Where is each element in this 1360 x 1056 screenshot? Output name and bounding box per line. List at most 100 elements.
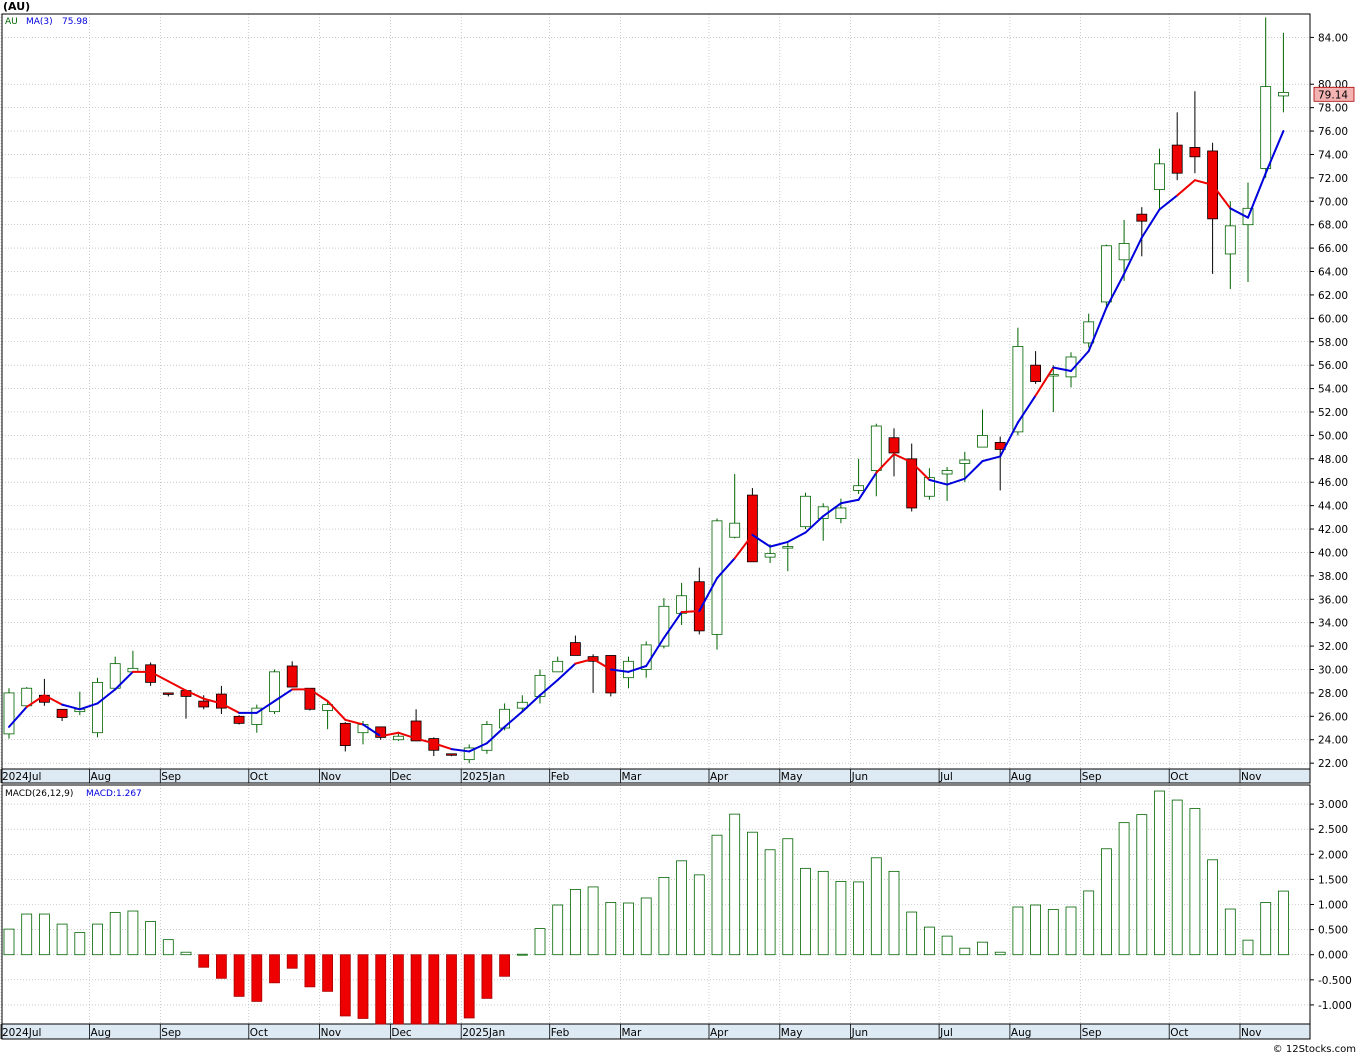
candle-up xyxy=(3,692,15,735)
price-legend-ma-value: 75.98 xyxy=(62,17,88,27)
ma3-line-segment xyxy=(397,731,418,740)
ma3-line-segment xyxy=(645,636,665,667)
ma3-line-segment xyxy=(379,731,400,738)
ma3-line-segment xyxy=(1070,350,1090,373)
macd-bar-positive xyxy=(162,939,174,956)
y-tick-label: 0.000 xyxy=(1318,950,1348,962)
macd-bar-positive xyxy=(1101,848,1112,956)
ma3-line-segment xyxy=(8,705,28,728)
x-axis-month-label: Aug xyxy=(91,1027,112,1039)
macd-bar-positive xyxy=(605,902,617,956)
x-axis-month-label: Oct xyxy=(1170,771,1188,783)
y-tick-label: 84.00 xyxy=(1318,32,1348,44)
macd-bar-positive xyxy=(747,831,758,956)
macd-bar-positive xyxy=(1207,859,1218,956)
panel-border xyxy=(1,784,1311,1040)
x-axis-strip xyxy=(2,1024,1310,1039)
ma3-line-segment xyxy=(432,742,453,751)
macd-bar-positive xyxy=(570,889,581,956)
candle-down xyxy=(1189,147,1201,158)
ma3-line-segment xyxy=(308,688,329,703)
candle-down xyxy=(906,458,918,509)
ma3-line-segment xyxy=(468,742,488,753)
x-axis-month-label: Jul xyxy=(939,771,953,783)
y-tick-label: 38.00 xyxy=(1318,571,1348,583)
y-tick-label: 70.00 xyxy=(1318,196,1348,208)
macd-bar-positive xyxy=(941,935,953,956)
ma3-line-segment xyxy=(804,515,825,534)
candle-up xyxy=(21,687,33,707)
x-axis-month-label: Aug xyxy=(91,771,112,783)
candle-up xyxy=(1065,356,1077,378)
macd-bar-negative xyxy=(233,954,245,997)
macd-legend-title: MACD(26,12,9) xyxy=(5,789,73,799)
candle-down xyxy=(446,753,457,756)
y-tick-label: 1.000 xyxy=(1318,900,1348,912)
y-tick-label: 64.00 xyxy=(1318,267,1348,279)
y-tick-label: 74.00 xyxy=(1318,149,1348,161)
ma3-line-segment xyxy=(344,718,364,726)
ma3-line-segment xyxy=(114,670,134,691)
x-axis-month-label: May xyxy=(781,1027,803,1039)
macd-bar-positive xyxy=(552,904,564,956)
ma3-line-segment xyxy=(1176,179,1196,197)
macd-bar-positive xyxy=(817,870,829,956)
candle-up xyxy=(1083,321,1095,344)
x-axis-month-label: Apr xyxy=(710,1027,729,1039)
y-tick-label: 0.500 xyxy=(1318,925,1348,937)
candle-up xyxy=(463,747,475,761)
candle-down xyxy=(605,655,617,694)
last-price-tag xyxy=(1313,86,1355,102)
ma3-line-segment xyxy=(627,664,648,673)
x-axis-month-label: Feb xyxy=(551,771,570,783)
x-axis-month-label: Sep xyxy=(1082,771,1102,783)
ma3-line-segment xyxy=(1229,207,1249,219)
macd-bar-positive xyxy=(1189,808,1201,956)
ma3-line-segment xyxy=(751,533,772,548)
ma3-line-segment xyxy=(185,689,205,700)
ma3-line-segment xyxy=(733,533,754,560)
macd-bar-negative xyxy=(463,954,475,1019)
macd-bar-negative xyxy=(251,954,263,1002)
candle-down xyxy=(233,715,245,724)
price-panel: 22.00 24.00 26.00 28.00 30.00 32.00 34.00 36.00… xyxy=(0,13,1355,784)
ma3-line-segment xyxy=(1247,172,1267,219)
candle-down xyxy=(198,700,210,708)
candle-up xyxy=(835,507,847,519)
macd-bar-positive xyxy=(1136,814,1148,956)
y-tick-label: 66.00 xyxy=(1318,243,1348,255)
candle-down xyxy=(747,494,758,563)
macd-bar-negative xyxy=(322,954,334,992)
y-tick-label: 50.00 xyxy=(1318,430,1348,442)
x-axis-month-label: Mar xyxy=(622,771,642,783)
macd-bar-negative xyxy=(198,954,210,968)
y-tick-label: 1.500 xyxy=(1318,874,1348,886)
candle-up xyxy=(1012,346,1024,433)
y-tick-label: 60.00 xyxy=(1318,313,1348,325)
candle-up xyxy=(941,470,953,475)
x-axis-month-label: Oct xyxy=(250,1027,268,1039)
macd-bar-positive xyxy=(1012,906,1024,956)
ma3-line-segment xyxy=(539,679,559,697)
x-axis-month-label: Nov xyxy=(321,771,342,783)
y-tick-label: 68.00 xyxy=(1318,220,1348,232)
candle-up xyxy=(552,660,564,673)
y-tick-label: 36.00 xyxy=(1318,594,1348,606)
macd-bar-positive xyxy=(516,953,528,956)
ma3-line-segment xyxy=(25,694,46,708)
panel-border xyxy=(1,13,1311,784)
macd-bar-positive xyxy=(39,913,50,956)
candle-up xyxy=(1154,163,1165,190)
y-tick-label: 44.00 xyxy=(1318,501,1348,513)
ticker-title: (AU) xyxy=(3,0,30,13)
candle-up xyxy=(481,724,493,751)
macd-bar-positive xyxy=(534,928,546,956)
y-tick-label: 42.00 xyxy=(1318,524,1348,536)
y-tick-label: -0.500 xyxy=(1318,975,1352,987)
candle-down xyxy=(162,692,174,695)
candle-up xyxy=(729,522,741,538)
ma3-line-segment xyxy=(273,688,294,703)
y-tick-label: -1.000 xyxy=(1318,1000,1352,1012)
candle-down xyxy=(1030,364,1041,382)
